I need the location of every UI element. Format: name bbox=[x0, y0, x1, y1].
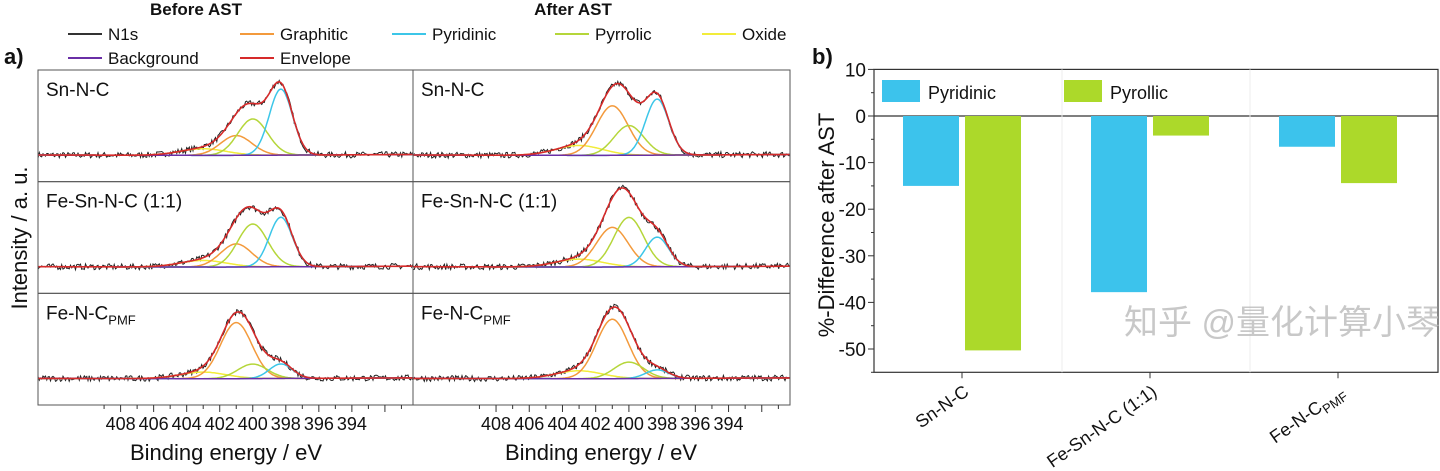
legend-label: Background bbox=[108, 49, 199, 68]
envelope-line bbox=[38, 311, 413, 380]
legend-label: N1s bbox=[108, 25, 138, 44]
sample-label: Sn-N-C bbox=[46, 80, 109, 101]
watermark: 知乎 @量化计算小琴 bbox=[1124, 304, 1440, 342]
x-tick-label: 404 bbox=[547, 414, 577, 434]
category-label: Fe-N-CPMF bbox=[1266, 381, 1351, 450]
legend-label: Pyridinic bbox=[432, 25, 497, 44]
bar-pyridinic bbox=[1091, 116, 1147, 293]
legend-label: Pyrrolic bbox=[595, 25, 652, 44]
bar-pyrollic bbox=[965, 116, 1021, 351]
x-tick-label: 398 bbox=[647, 414, 677, 434]
y-axis-label-b: %-Difference after AST bbox=[814, 113, 839, 338]
pyrrolic-component-line bbox=[413, 216, 790, 268]
legend-label: Oxide bbox=[742, 25, 786, 44]
envelope-line bbox=[38, 80, 413, 156]
x-axis-label-after: Binding energy / eV bbox=[505, 440, 697, 465]
y-tick-label: -30 bbox=[839, 247, 866, 268]
sample-label: Sn-N-C bbox=[421, 80, 484, 101]
pyrrolic-component-line bbox=[413, 361, 790, 380]
legend-item-graphitic: Graphitic bbox=[240, 25, 349, 44]
x-tick-label: 394 bbox=[714, 414, 744, 434]
legend-swatch bbox=[882, 80, 920, 102]
bar-pyrollic bbox=[1153, 116, 1209, 136]
x-tick-label: 404 bbox=[172, 414, 202, 434]
envelope-line bbox=[413, 187, 790, 268]
legend-item-pyridinic: Pyridinic bbox=[882, 80, 996, 103]
graphitic-component-line bbox=[413, 105, 790, 157]
xps-panel bbox=[412, 181, 791, 294]
envelope-line bbox=[413, 306, 790, 380]
xps-panel-frame bbox=[412, 292, 791, 406]
envelope-line bbox=[413, 82, 790, 156]
bar-pyridinic bbox=[903, 116, 959, 186]
legend-item-background: Background bbox=[68, 49, 199, 68]
pyrrolic-component-line bbox=[38, 223, 413, 268]
sample-label: Fe-N-CPMF bbox=[421, 303, 511, 327]
xps-panel bbox=[37, 69, 414, 183]
legend-label: Pyrollic bbox=[1110, 83, 1168, 103]
legend-label: Pyridinic bbox=[928, 83, 996, 103]
pyrrolic-component-line bbox=[38, 363, 413, 380]
y-tick-label: 0 bbox=[855, 107, 866, 128]
x-tick-label: 400 bbox=[614, 414, 644, 434]
pyrrolic-component-line bbox=[413, 124, 790, 157]
y-tick-label: -40 bbox=[839, 293, 866, 314]
y-tick-label: -50 bbox=[839, 340, 866, 361]
panel-a: a) Before AST After AST N1s Graphitic Pyri… bbox=[4, 0, 791, 465]
envelope-line bbox=[38, 205, 413, 268]
x-tick-label: 408 bbox=[106, 414, 136, 434]
graphitic-component-line bbox=[38, 321, 413, 380]
x-tick-label: 406 bbox=[514, 414, 544, 434]
legend-item-envelope: Envelope bbox=[240, 49, 351, 68]
category-label: Sn-N-C bbox=[912, 381, 973, 432]
sample-label: Fe-N-CPMF bbox=[46, 303, 136, 327]
x-tick-label: 402 bbox=[205, 414, 235, 434]
graphitic-component-line bbox=[413, 318, 790, 380]
x-tick-label: 398 bbox=[271, 414, 301, 434]
x-tick-label: 400 bbox=[238, 414, 268, 434]
xps-panel bbox=[37, 292, 414, 406]
legend-item-n1s: N1s bbox=[68, 25, 138, 44]
graphitic-component-line bbox=[413, 226, 790, 268]
pyridinic-component-line bbox=[413, 98, 790, 157]
y-tick-label: 10 bbox=[845, 60, 866, 81]
plot-frame-b bbox=[873, 68, 1439, 373]
x-tick-label: 394 bbox=[337, 414, 367, 434]
legend-item-pyridinic: Pyridinic bbox=[392, 25, 497, 44]
xps-panel bbox=[412, 69, 791, 183]
xps-panel bbox=[412, 292, 791, 406]
panel-b: b) %-Difference after AST 10 0 -10 -20 -30 -4… bbox=[812, 44, 1439, 471]
x-axis-label-before: Binding energy / eV bbox=[130, 440, 322, 465]
legend-label: Envelope bbox=[280, 49, 351, 68]
col-title-after: After AST bbox=[534, 0, 612, 19]
x-tick-label: 408 bbox=[481, 414, 511, 434]
pyrrolic-component-line bbox=[38, 118, 413, 157]
legend-item-pyrollic: Pyrollic bbox=[1064, 80, 1168, 103]
x-tick-label: 406 bbox=[139, 414, 169, 434]
bar-pyridinic bbox=[1279, 116, 1335, 147]
x-tick-label: 402 bbox=[581, 414, 611, 434]
y-axis-label-a: Intensity / a. u. bbox=[7, 166, 32, 309]
bar-pyrollic bbox=[1341, 116, 1397, 184]
n1s-data-line bbox=[37, 205, 414, 272]
category-label: Fe-Sn-N-C (1:1) bbox=[1043, 381, 1160, 471]
xps-panel bbox=[37, 181, 414, 294]
sample-label: Fe-Sn-N-C (1:1) bbox=[421, 192, 557, 213]
x-tick-label: 396 bbox=[304, 414, 334, 434]
panel-a-label: a) bbox=[4, 44, 24, 69]
panel-b-label: b) bbox=[812, 44, 833, 69]
y-tick-label: -20 bbox=[839, 200, 866, 221]
legend-item-oxide: Oxide bbox=[702, 25, 786, 44]
y-tick-label: -10 bbox=[839, 154, 866, 175]
col-title-before: Before AST bbox=[150, 0, 243, 19]
legend-a: N1s Graphitic Pyridinic Pyrrolic Oxide Backgr… bbox=[68, 25, 786, 68]
legend-item-pyrrolic: Pyrrolic bbox=[555, 25, 652, 44]
legend-label: Graphitic bbox=[280, 25, 349, 44]
x-tick-label: 396 bbox=[680, 414, 710, 434]
sample-label: Fe-Sn-N-C (1:1) bbox=[46, 192, 182, 213]
legend-swatch bbox=[1064, 80, 1102, 102]
